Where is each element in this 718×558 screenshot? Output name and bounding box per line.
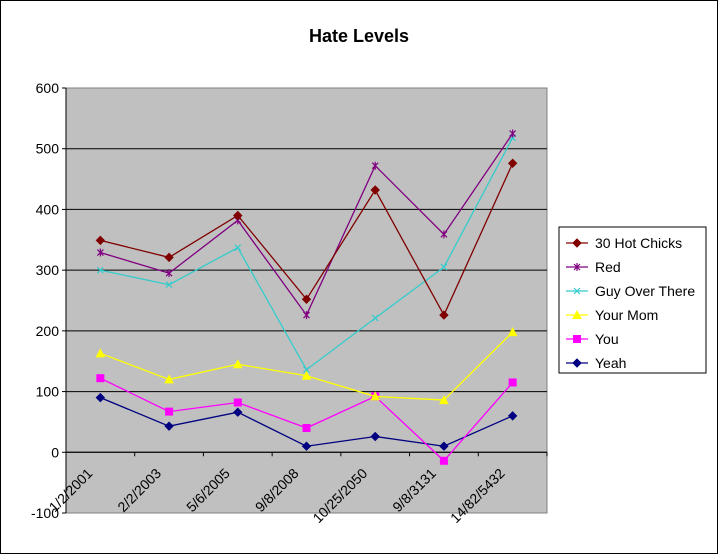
- legend-label: 30 Hot Chicks: [595, 235, 682, 251]
- legend-item: Red: [566, 259, 621, 275]
- y-tick-label: 100: [36, 384, 60, 400]
- data-point: [439, 395, 449, 405]
- data-point: [303, 366, 310, 374]
- y-tick-label: 600: [36, 80, 60, 96]
- y-tick-label: 400: [36, 201, 60, 217]
- data-point: [95, 392, 106, 403]
- y-tick-label: 300: [36, 262, 60, 278]
- data-point: [371, 314, 379, 322]
- data-point: [234, 244, 242, 252]
- y-tick-label: 500: [36, 141, 60, 157]
- data-point: [96, 266, 104, 274]
- data-point: [440, 263, 448, 271]
- data-point: [370, 391, 381, 401]
- data-point: [164, 374, 174, 384]
- data-point: [96, 374, 105, 383]
- legend-item: Guy Over There: [566, 283, 695, 299]
- data-point: [370, 431, 380, 442]
- data-point: [572, 358, 582, 368]
- legend-label: Red: [595, 259, 621, 275]
- data-point: [164, 421, 174, 431]
- data-point: [301, 441, 312, 451]
- data-point: [95, 348, 106, 358]
- data-point: [509, 129, 517, 138]
- series-5: [95, 392, 518, 451]
- chart-title: Hate Levels: [309, 26, 409, 46]
- data-point: [439, 456, 448, 465]
- data-point: [96, 248, 104, 257]
- legend-item: Yeah: [566, 355, 626, 371]
- legend-item: Your Mom: [566, 307, 658, 323]
- data-point: [573, 287, 581, 295]
- data-point: [508, 378, 517, 387]
- data-point: [165, 281, 173, 289]
- data-point: [233, 210, 243, 221]
- legend-box: [558, 226, 707, 374]
- data-point: [232, 359, 243, 369]
- data-point: [507, 158, 518, 168]
- data-point: [439, 310, 449, 320]
- data-point: [302, 424, 311, 432]
- y-tick-label: 0: [51, 444, 59, 460]
- legend-label: Guy Over There: [595, 283, 695, 299]
- y-axis: -100 0 100 200 300 400 500 600: [31, 80, 67, 521]
- data-point: [301, 294, 312, 304]
- series-0: [95, 158, 518, 320]
- data-point: [233, 398, 242, 407]
- data-point: [303, 311, 310, 320]
- series-1: [96, 129, 517, 320]
- series-group: [95, 129, 518, 465]
- data-point: [507, 327, 518, 337]
- series-3: [95, 327, 518, 405]
- data-point: [233, 407, 243, 417]
- data-point: [507, 411, 518, 421]
- data-point: [370, 185, 380, 195]
- data-point: [573, 335, 581, 343]
- legend-label: Your Mom: [595, 307, 658, 323]
- data-point: [440, 230, 448, 239]
- data-point: [301, 370, 312, 380]
- data-point: [165, 407, 174, 416]
- legend-label: You: [595, 331, 619, 347]
- legend: 30 Hot Chicks Red Guy Over There Your Mom Yo…: [558, 226, 707, 374]
- legend-label: Yeah: [595, 355, 626, 371]
- data-point: [95, 235, 106, 246]
- data-point: [371, 161, 379, 170]
- y-tick-label: 200: [36, 323, 60, 339]
- data-point: [439, 441, 449, 451]
- data-point: [573, 263, 581, 271]
- data-point: [164, 252, 174, 263]
- y-tick-label: -100: [31, 505, 59, 521]
- data-point: [572, 309, 582, 319]
- data-point: [165, 269, 173, 278]
- data-point: [572, 238, 582, 248]
- legend-item: 30 Hot Chicks: [566, 235, 682, 251]
- legend-item: You: [566, 331, 619, 347]
